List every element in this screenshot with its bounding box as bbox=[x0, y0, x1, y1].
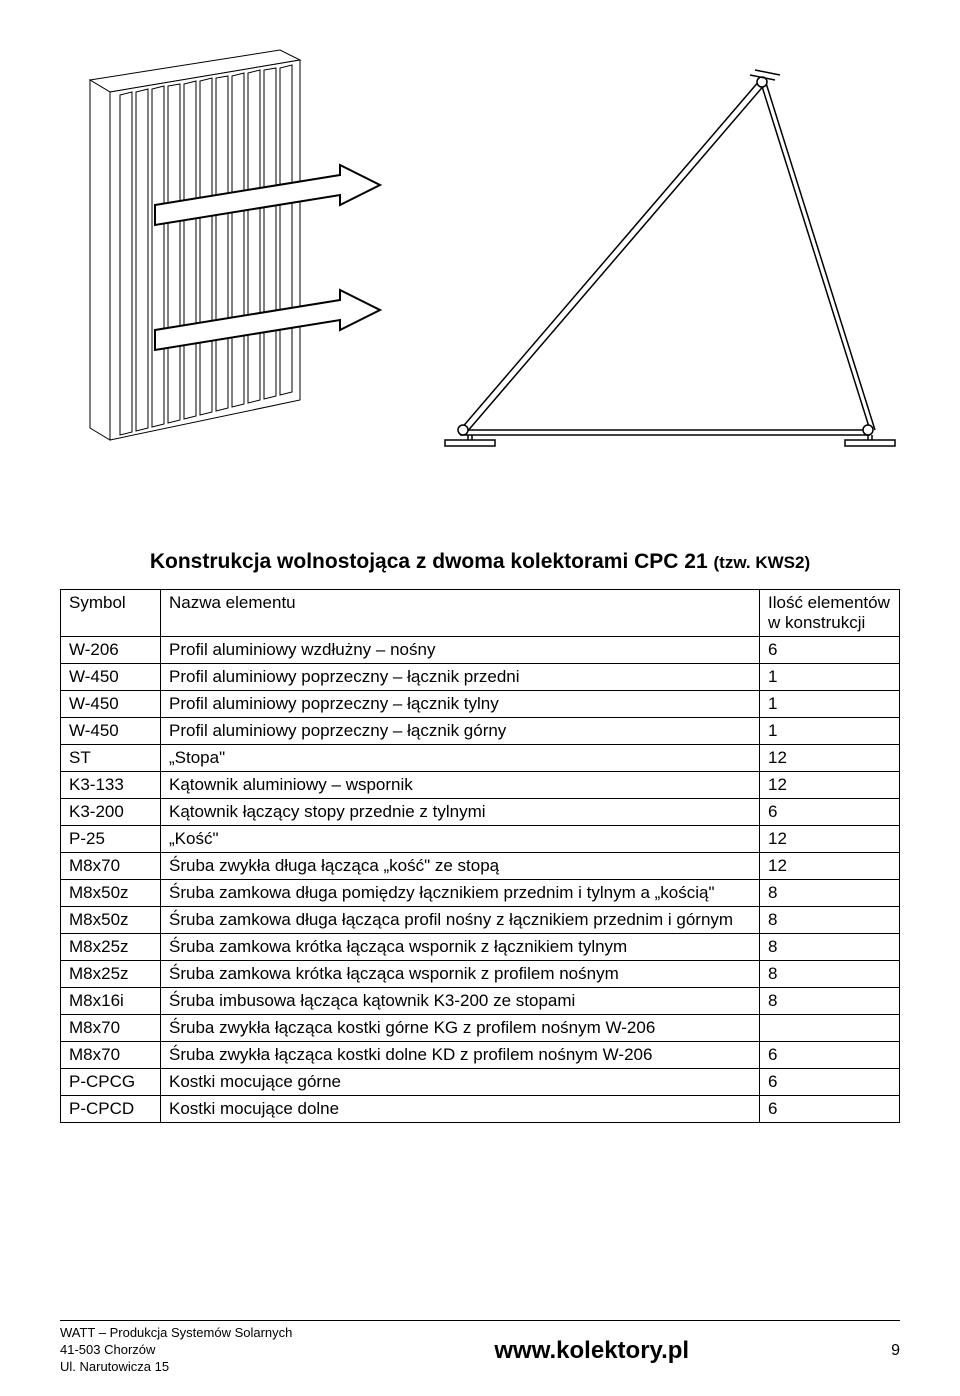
cell-qty: 8 bbox=[760, 880, 900, 907]
cell-name: Profil aluminiowy poprzeczny – łącznik t… bbox=[161, 691, 760, 718]
cell-symbol: M8x70 bbox=[61, 853, 161, 880]
cell-qty: 6 bbox=[760, 799, 900, 826]
cell-name: Śruba zamkowa długa pomiędzy łącznikiem … bbox=[161, 880, 760, 907]
table-row: M8x70Śruba zwykła łącząca kostki górne K… bbox=[61, 1015, 900, 1042]
cell-symbol: M8x25z bbox=[61, 934, 161, 961]
cell-qty: 1 bbox=[760, 691, 900, 718]
cell-symbol: M8x25z bbox=[61, 961, 161, 988]
cell-symbol: P-25 bbox=[61, 826, 161, 853]
cell-qty: 12 bbox=[760, 826, 900, 853]
cell-qty: 12 bbox=[760, 772, 900, 799]
cell-qty: 8 bbox=[760, 934, 900, 961]
table-row: P-CPCGKostki mocujące górne6 bbox=[61, 1069, 900, 1096]
cell-symbol: M8x70 bbox=[61, 1042, 161, 1069]
cell-symbol: M8x50z bbox=[61, 880, 161, 907]
cell-name: Śruba zamkowa krótka łącząca wspornik z … bbox=[161, 934, 760, 961]
cell-symbol: W-450 bbox=[61, 718, 161, 745]
cell-qty bbox=[760, 1015, 900, 1042]
table-row: W-450Profil aluminiowy poprzeczny – łącz… bbox=[61, 664, 900, 691]
table-row: M8x70Śruba zwykła długa łącząca „kość" z… bbox=[61, 853, 900, 880]
cell-qty: 6 bbox=[760, 1069, 900, 1096]
cell-symbol: M8x50z bbox=[61, 907, 161, 934]
cell-symbol: K3-200 bbox=[61, 799, 161, 826]
title-main: Konstrukcja wolnostojąca z dwoma kolekto… bbox=[150, 550, 708, 573]
title-sub: (tzw. KWS2) bbox=[714, 553, 811, 572]
cell-name: Śruba zwykła długa łącząca „kość" ze sto… bbox=[161, 853, 760, 880]
cell-qty: 12 bbox=[760, 853, 900, 880]
table-row: K3-200Kątownik łączący stopy przednie z … bbox=[61, 799, 900, 826]
cell-name: Śruba zwykła łącząca kostki górne KG z p… bbox=[161, 1015, 760, 1042]
footer-street: Ul. Narutowicza 15 bbox=[60, 1359, 292, 1376]
table-row: M8x25zŚruba zamkowa krótka łącząca wspor… bbox=[61, 961, 900, 988]
table-row: M8x25zŚruba zamkowa krótka łącząca wspor… bbox=[61, 934, 900, 961]
cell-qty: 6 bbox=[760, 1042, 900, 1069]
cell-qty: 1 bbox=[760, 664, 900, 691]
cell-qty: 6 bbox=[760, 637, 900, 664]
cell-name: „Kość" bbox=[161, 826, 760, 853]
cell-name: Profil aluminiowy poprzeczny – łącznik p… bbox=[161, 664, 760, 691]
table-row: W-450Profil aluminiowy poprzeczny – łącz… bbox=[61, 718, 900, 745]
cell-name: Kątownik łączący stopy przednie z tylnym… bbox=[161, 799, 760, 826]
footer-url: www.kolektory.pl bbox=[494, 1337, 689, 1365]
cell-name: Śruba zwykła łącząca kostki dolne KD z p… bbox=[161, 1042, 760, 1069]
cell-name: Profil aluminiowy wzdłużny – nośny bbox=[161, 637, 760, 664]
table-row: M8x70Śruba zwykła łącząca kostki dolne K… bbox=[61, 1042, 900, 1069]
cell-name: Profil aluminiowy poprzeczny – łącznik g… bbox=[161, 718, 760, 745]
cell-symbol: M8x70 bbox=[61, 1015, 161, 1042]
cell-symbol: M8x16i bbox=[61, 988, 161, 1015]
footer-postal: 41-503 Chorzów bbox=[60, 1342, 292, 1359]
cell-qty: 8 bbox=[760, 961, 900, 988]
page-footer: WATT – Produkcja Systemów Solarnych 41-5… bbox=[60, 1320, 900, 1376]
table-row: ST„Stopa"12 bbox=[61, 745, 900, 772]
header-symbol: Symbol bbox=[61, 590, 161, 637]
cell-qty: 1 bbox=[760, 718, 900, 745]
table-row: M8x16iŚruba imbusowa łącząca kątownik K3… bbox=[61, 988, 900, 1015]
cell-name: „Stopa" bbox=[161, 745, 760, 772]
cell-symbol: W-450 bbox=[61, 664, 161, 691]
cell-qty: 8 bbox=[760, 907, 900, 934]
header-qty: Ilość elementów w konstrukcji bbox=[760, 590, 900, 637]
technical-diagram bbox=[60, 40, 900, 520]
cell-symbol: W-206 bbox=[61, 637, 161, 664]
cell-symbol: K3-133 bbox=[61, 772, 161, 799]
cell-name: Kostki mocujące dolne bbox=[161, 1096, 760, 1123]
footer-company: WATT – Produkcja Systemów Solarnych bbox=[60, 1325, 292, 1342]
cell-name: Kostki mocujące górne bbox=[161, 1069, 760, 1096]
header-name: Nazwa elementu bbox=[161, 590, 760, 637]
table-row: M8x50zŚruba zamkowa długa łącząca profil… bbox=[61, 907, 900, 934]
table-row: P-25„Kość"12 bbox=[61, 826, 900, 853]
cell-symbol: W-450 bbox=[61, 691, 161, 718]
cell-symbol: P-CPCD bbox=[61, 1096, 161, 1123]
cell-qty: 8 bbox=[760, 988, 900, 1015]
cell-symbol: ST bbox=[61, 745, 161, 772]
cell-name: Kątownik aluminiowy – wspornik bbox=[161, 772, 760, 799]
table-row: W-206Profil aluminiowy wzdłużny – nośny6 bbox=[61, 637, 900, 664]
table-row: M8x50zŚruba zamkowa długa pomiędzy łączn… bbox=[61, 880, 900, 907]
cell-name: Śruba zamkowa krótka łącząca wspornik z … bbox=[161, 961, 760, 988]
cell-name: Śruba zamkowa długa łącząca profil nośny… bbox=[161, 907, 760, 934]
cell-name: Śruba imbusowa łącząca kątownik K3-200 z… bbox=[161, 988, 760, 1015]
table-row: P-CPCDKostki mocujące dolne6 bbox=[61, 1096, 900, 1123]
cell-qty: 12 bbox=[760, 745, 900, 772]
table-row: K3-133Kątownik aluminiowy – wspornik12 bbox=[61, 772, 900, 799]
footer-company-block: WATT – Produkcja Systemów Solarnych 41-5… bbox=[60, 1325, 292, 1376]
page-title: Konstrukcja wolnostojąca z dwoma kolekto… bbox=[60, 550, 900, 574]
cell-qty: 6 bbox=[760, 1096, 900, 1123]
footer-page-number: 9 bbox=[891, 1342, 900, 1360]
cell-symbol: P-CPCG bbox=[61, 1069, 161, 1096]
parts-table: Symbol Nazwa elementu Ilość elementów w … bbox=[60, 589, 900, 1123]
table-row: W-450Profil aluminiowy poprzeczny – łącz… bbox=[61, 691, 900, 718]
